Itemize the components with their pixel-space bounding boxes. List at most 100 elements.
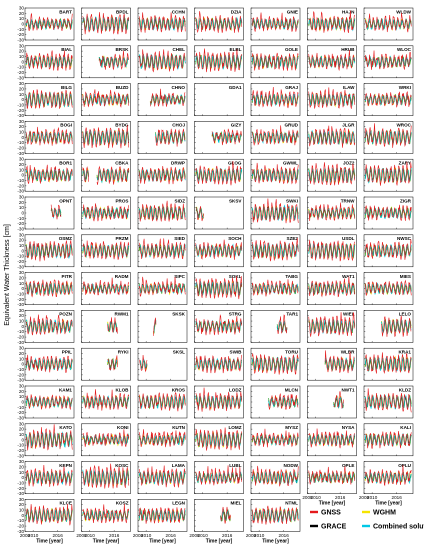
station-name: LELO — [399, 312, 412, 317]
station-name: WLOC — [397, 47, 412, 52]
panel-buzd: BUZD — [81, 83, 131, 116]
panel-toru: TORU — [250, 347, 301, 381]
series-gnss — [25, 503, 73, 526]
series-gnss — [308, 125, 356, 148]
panel-wloc: WLOC — [363, 45, 414, 79]
series-gnss — [364, 279, 412, 296]
series-gnss — [82, 125, 130, 149]
station-name: KAM1 — [59, 387, 72, 392]
x-tick-label: 2008 — [76, 533, 87, 538]
series-gnss — [251, 86, 299, 109]
y-tick-label: 10 — [19, 205, 25, 210]
series-gnss — [251, 237, 299, 262]
y-tick-label: -10 — [17, 102, 24, 107]
station-name: RADM — [115, 274, 129, 279]
y-tick-label: -20 — [17, 183, 24, 188]
series-combined — [25, 431, 73, 449]
panel-koni: KONI — [81, 423, 131, 457]
station-name: ZIGR — [400, 198, 412, 203]
series-gnss — [25, 126, 73, 146]
panel-usdl: USDL — [307, 234, 357, 268]
station-name: KOSC — [115, 463, 129, 468]
y-tick-label: 20 — [19, 86, 25, 91]
panel-frame — [250, 347, 301, 381]
y-tick-label: 20 — [19, 502, 25, 507]
station-name: LEGN — [172, 501, 185, 506]
series-gnss — [25, 164, 73, 184]
y-tick-label: 20 — [19, 427, 25, 432]
series-gnss — [308, 466, 356, 485]
series-gnss — [26, 314, 73, 336]
station-name: WROC — [396, 123, 411, 128]
station-name: CHEL — [172, 47, 185, 52]
panel-bydg: BYDG — [81, 121, 131, 154]
station-name: LOMZ — [228, 425, 241, 430]
station-name: SZE2 — [287, 236, 299, 241]
y-tick-label: -20 — [17, 486, 24, 491]
series-gnss — [251, 465, 299, 487]
y-axis-label: Equivalent Water Thickness [cm] — [4, 224, 11, 326]
station-name: PRZM — [115, 236, 128, 241]
panel-frame — [307, 347, 357, 381]
y-tick-label: 20 — [19, 11, 25, 16]
series-gnss — [138, 12, 186, 33]
x-tick-label: 2016 — [392, 495, 403, 500]
station-name: BPDL — [116, 9, 129, 14]
series-gnss — [195, 465, 243, 486]
y-tick-label: 10 — [19, 470, 25, 475]
x-tick-label: 2010 — [141, 533, 152, 538]
y-tick-label: 30 — [19, 43, 25, 48]
station-name: GWWL — [283, 161, 298, 166]
station-name: KROS — [172, 387, 185, 392]
series-model — [364, 55, 412, 68]
y-tick-label: -30 — [17, 227, 24, 232]
panel-frame — [250, 45, 301, 79]
y-tick-label: -20 — [17, 372, 24, 377]
series-gnss — [82, 463, 130, 489]
y-tick-label: 30 — [19, 232, 25, 237]
y-tick-label: -30 — [17, 529, 24, 534]
series-gnss — [155, 128, 186, 147]
series-gnss — [138, 200, 186, 222]
panel-frame — [194, 499, 244, 532]
station-name: KRA1 — [398, 350, 411, 355]
panel-brsk: BRSK — [81, 45, 131, 79]
station-name: DRWP — [171, 161, 185, 166]
series-gnss — [364, 50, 412, 70]
y-tick-label: -10 — [17, 405, 24, 410]
station-name: KOSZ — [116, 501, 129, 506]
panel-sokl: SOKL — [194, 272, 244, 305]
y-tick-label: -10 — [17, 518, 24, 523]
series-combined — [195, 431, 242, 448]
y-tick-label: 20 — [19, 275, 25, 280]
panel-swki: SWKI — [250, 196, 301, 230]
y-tick-label: 10 — [19, 508, 25, 513]
station-name: GDA1 — [229, 85, 242, 90]
y-tick-label: 30 — [19, 459, 25, 464]
panel-wat1: WAT1 — [307, 272, 357, 305]
series-gnss — [251, 12, 299, 32]
panel-sksv: SKSV — [194, 196, 244, 230]
panel-sidz: SIDZ — [137, 196, 188, 230]
station-name: TRNW — [341, 198, 355, 203]
y-tick-label: 10 — [19, 319, 25, 324]
series-gnss — [211, 128, 242, 146]
panel-glog: GLOG — [194, 158, 244, 192]
station-name: OSMZ — [59, 236, 72, 241]
station-name: BILG — [61, 85, 72, 90]
station-name: BART — [59, 9, 72, 14]
y-tick-label: 0 — [21, 211, 24, 216]
panel-wrki: WRKI — [363, 83, 414, 116]
panel-frame — [81, 499, 131, 532]
y-tick-label: -30 — [17, 378, 24, 383]
y-tick-label: 20 — [19, 49, 25, 54]
y-tick-label: 20 — [19, 351, 25, 356]
